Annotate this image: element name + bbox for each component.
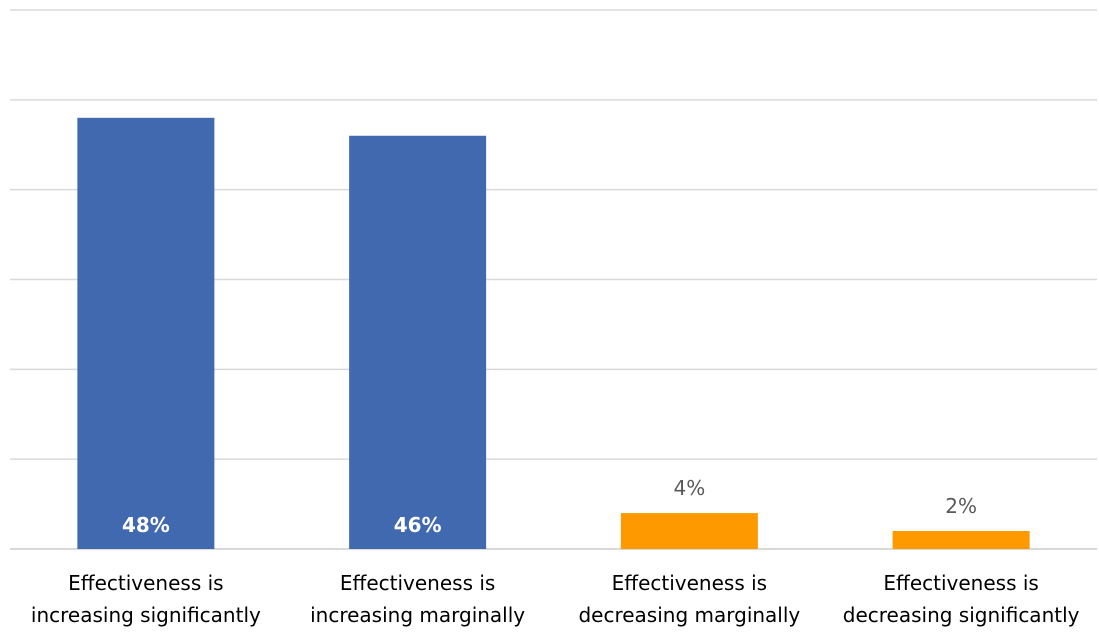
bar-2 <box>349 135 487 549</box>
category-label-1-line-2: increasing significantly <box>31 603 261 627</box>
data-label-4: 2% <box>945 494 977 518</box>
category-labels: Effectiveness is increasing significantly… <box>31 571 1080 627</box>
bar-4 <box>892 531 1030 549</box>
category-label-4-line-2: decreasing significantly <box>843 603 1080 627</box>
data-label-1: 48% <box>122 513 170 537</box>
bar-3 <box>620 513 758 549</box>
category-label-3-line-1: Effectiveness is <box>612 571 767 595</box>
value-labels: 48% 46% 4% 2% <box>122 476 977 537</box>
category-label-4-line-1: Effectiveness is <box>883 571 1038 595</box>
data-label-3: 4% <box>674 476 706 500</box>
category-label-3-line-2: decreasing marginally <box>578 603 800 627</box>
category-label-1-line-1: Effectiveness is <box>68 571 223 595</box>
bars <box>77 117 1030 550</box>
bar-1 <box>77 117 215 550</box>
category-label-2-line-2: increasing marginally <box>310 603 525 627</box>
category-label-2-line-1: Effectiveness is <box>340 571 495 595</box>
data-label-2: 46% <box>394 513 442 537</box>
